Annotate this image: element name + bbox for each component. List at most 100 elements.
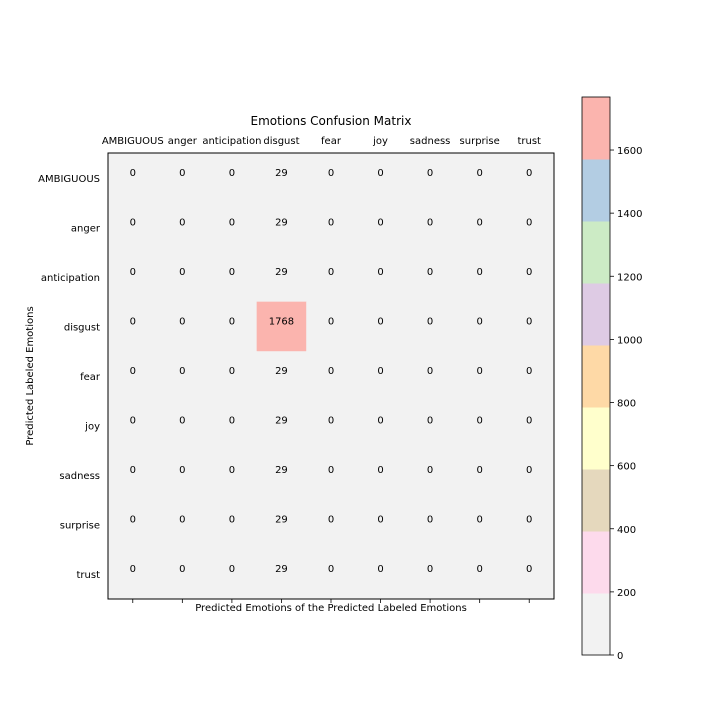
matrix-cell [256, 450, 307, 501]
cell-value-label: 0 [179, 416, 185, 427]
matrix-cell [454, 252, 505, 303]
cell-value-label: 0 [377, 168, 383, 179]
chart-title: Emotions Confusion Matrix [251, 114, 412, 128]
cell-value-label: 0 [179, 217, 185, 228]
matrix-cell [405, 400, 456, 451]
matrix-cell [157, 153, 208, 204]
matrix-cell [405, 153, 456, 204]
cell-value-label: 0 [229, 316, 235, 327]
cell-value-label: 0 [229, 564, 235, 575]
cell-value-label: 29 [275, 168, 288, 179]
cell-value-label: 0 [476, 217, 482, 228]
cell-value-label: 0 [476, 465, 482, 476]
cell-value-label: 0 [377, 465, 383, 476]
matrix-cell [157, 301, 208, 352]
colorbar-tick-label: 400 [617, 525, 636, 536]
colorbar-segment [582, 593, 610, 656]
cell-value-label: 0 [427, 316, 433, 327]
cell-value-label: 0 [427, 267, 433, 278]
cell-value-label: 0 [526, 267, 532, 278]
x-tick-label: trust [517, 136, 541, 147]
cell-value-label: 0 [526, 465, 532, 476]
colorbar-tick-label: 800 [617, 399, 636, 410]
cell-value-label: 0 [328, 416, 334, 427]
matrix-cell [454, 301, 505, 352]
x-tick-label: sadness [410, 136, 451, 147]
matrix-cell [157, 499, 208, 550]
matrix-cell [405, 202, 456, 253]
x-tick-label: fear [321, 136, 342, 147]
matrix-cell [355, 153, 406, 204]
x-axis-label: Predicted Emotions of the Predicted Labe… [195, 603, 467, 614]
y-tick-label: sadness [59, 471, 100, 482]
colorbar-segment [582, 159, 610, 222]
cell-value-label: 0 [179, 316, 185, 327]
matrix-cell [207, 400, 258, 451]
cell-value-label: 0 [179, 564, 185, 575]
matrix-cell [405, 252, 456, 303]
matrix-cell [157, 252, 208, 303]
y-tick-label: AMBIGUOUS [38, 174, 100, 185]
matrix-cell [504, 499, 555, 550]
colorbar-tick-label: 1000 [617, 335, 642, 346]
matrix-cell [355, 549, 406, 600]
matrix-cell [306, 549, 357, 600]
matrix-cell [108, 499, 159, 550]
cell-value-label: 0 [229, 267, 235, 278]
matrix-cell [256, 351, 307, 402]
matrix-cell [108, 549, 159, 600]
matrix-cell [157, 351, 208, 402]
cell-value-label: 0 [130, 564, 136, 575]
matrix-cell [207, 549, 258, 600]
matrix-cell [306, 450, 357, 501]
cell-value-label: 0 [427, 416, 433, 427]
matrix-cell [108, 400, 159, 451]
matrix-cell [454, 400, 505, 451]
cell-value-label: 0 [377, 316, 383, 327]
matrix-cell [504, 153, 555, 204]
matrix-cell [256, 400, 307, 451]
cell-value-label: 0 [130, 416, 136, 427]
colorbar-tick-label: 0 [617, 651, 623, 662]
matrix-cell [504, 400, 555, 451]
matrix-cell [256, 252, 307, 303]
cell-value-label: 0 [427, 465, 433, 476]
cell-value-label: 0 [526, 316, 532, 327]
cell-value-label: 0 [427, 564, 433, 575]
cell-value-label: 0 [526, 168, 532, 179]
cell-value-label: 29 [275, 267, 288, 278]
x-tick-label: anticipation [202, 136, 261, 147]
matrix-cell [157, 549, 208, 600]
cell-value-label: 29 [275, 515, 288, 526]
matrix-cell [306, 301, 357, 352]
matrix-cell [504, 301, 555, 352]
matrix-cell [108, 252, 159, 303]
x-tick-label: joy [372, 136, 388, 147]
matrix-cell [108, 351, 159, 402]
cell-value-label: 0 [377, 267, 383, 278]
matrix-cell [355, 400, 406, 451]
colorbar-tick-label: 1200 [617, 272, 642, 283]
matrix-cell [306, 153, 357, 204]
colorbar-frame [581, 96, 611, 656]
matrix-cell [405, 549, 456, 600]
matrix-cell [504, 549, 555, 600]
cell-value-label: 0 [328, 465, 334, 476]
cell-value-label: 0 [427, 168, 433, 179]
cell-value-label: 0 [377, 366, 383, 377]
cell-value-label: 0 [179, 168, 185, 179]
matrix-cell [306, 252, 357, 303]
y-tick-label: anger [71, 223, 101, 234]
colorbar-tick-label: 200 [617, 588, 636, 599]
matrix-cell [504, 351, 555, 402]
matrix-cell [157, 400, 208, 451]
matrix-cell [207, 202, 258, 253]
cell-value-label: 29 [275, 564, 288, 575]
cell-value-label: 0 [179, 366, 185, 377]
cell-value-label: 0 [229, 168, 235, 179]
matrix-cell [355, 351, 406, 402]
matrix-cell [355, 202, 406, 253]
cell-value-label: 0 [328, 366, 334, 377]
y-tick-label: joy [84, 422, 100, 433]
colorbar-tick-label: 1400 [617, 209, 642, 220]
